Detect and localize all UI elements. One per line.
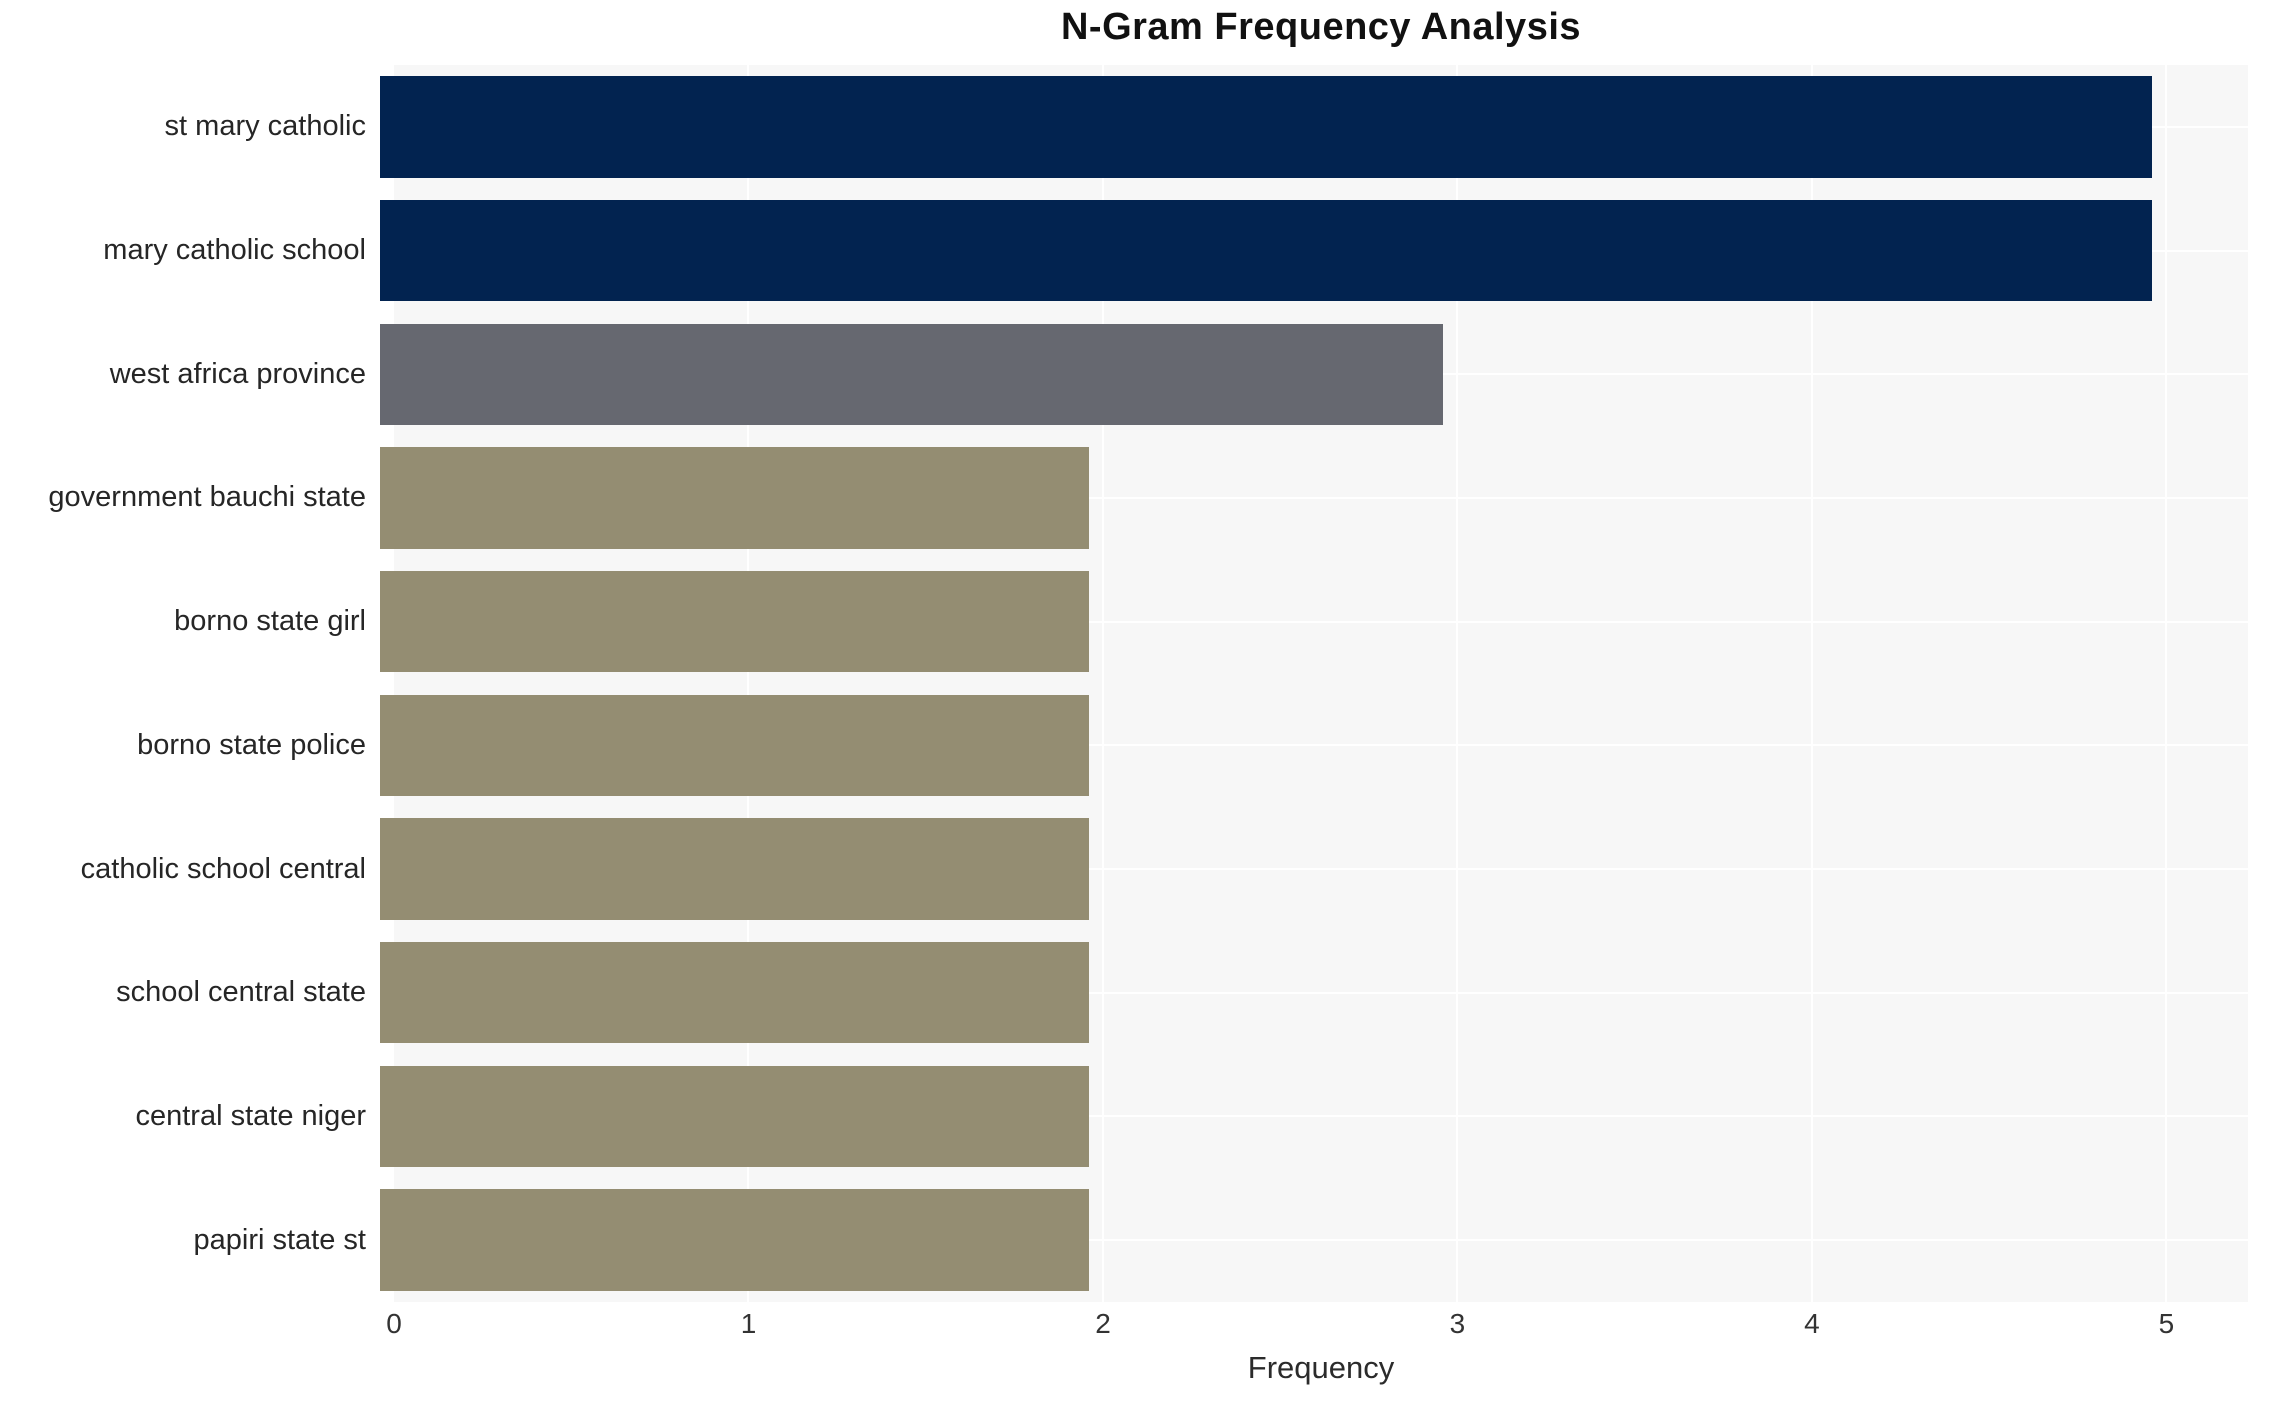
bar-row: mary catholic school <box>0 189 2275 313</box>
horizontal-gridline <box>394 868 2248 871</box>
bar <box>380 1189 1089 1291</box>
horizontal-gridline <box>394 744 2248 747</box>
category-label: st mary catholic <box>164 110 366 143</box>
bar-row: borno state girl <box>0 560 2275 684</box>
bar-row: central state niger <box>0 1055 2275 1179</box>
category-label: government bauchi state <box>48 481 366 514</box>
x-tick-label: 4 <box>1804 1308 1820 1339</box>
bar-row: borno state police <box>0 684 2275 808</box>
vertical-gridline <box>2165 65 2168 1302</box>
horizontal-gridline <box>394 1239 2248 1242</box>
bar-row: papiri state st <box>0 1178 2275 1302</box>
bar-rows: st mary catholic mary catholic school west… <box>0 65 2275 1302</box>
horizontal-gridline <box>394 991 2248 994</box>
category-label: school central state <box>116 976 366 1009</box>
category-label: west africa province <box>109 357 366 390</box>
bar <box>380 1065 1089 1168</box>
category-label: catholic school central <box>80 852 366 885</box>
x-tick-label: 0 <box>386 1308 402 1339</box>
vertical-gridline <box>1456 65 1459 1302</box>
category-label: central state niger <box>135 1099 366 1132</box>
horizontal-gridline <box>394 620 2248 623</box>
bar-track <box>380 931 2234 1055</box>
bar-track <box>380 807 2234 931</box>
bar <box>380 694 1089 797</box>
vertical-gridline <box>1810 65 1813 1302</box>
bar-row: government bauchi state <box>0 436 2275 560</box>
bar <box>380 570 1089 673</box>
bar-track <box>380 65 2234 189</box>
bar <box>380 323 1444 425</box>
x-tick-label: 5 <box>2158 1308 2175 1339</box>
bar-track <box>380 189 2234 313</box>
vertical-gridline <box>747 65 750 1302</box>
chart-title: N-Gram Frequency Analysis <box>1060 6 1582 48</box>
horizontal-gridline <box>394 1115 2248 1118</box>
bar <box>380 818 1089 920</box>
bar-track <box>380 1055 2234 1179</box>
category-label: borno state girl <box>174 605 366 638</box>
category-label: mary catholic school <box>103 234 366 267</box>
category-label: papiri state st <box>193 1223 366 1256</box>
bar-row: west africa province <box>0 312 2275 436</box>
bar-track <box>380 684 2234 808</box>
bar-track <box>380 312 2234 436</box>
horizontal-gridline <box>394 496 2248 499</box>
bar <box>380 76 2153 178</box>
x-tick-label: 2 <box>1095 1308 1111 1339</box>
bar-row: st mary catholic <box>0 65 2275 189</box>
x-axis-ticks: 0 1 2 3 4 5 <box>386 1308 2248 1344</box>
bar-track <box>380 436 2234 560</box>
vertical-gridline <box>1101 65 1104 1302</box>
bar-track <box>380 1178 2234 1302</box>
x-tick-label: 3 <box>1449 1308 1466 1339</box>
x-axis-title: Frequency <box>1247 1350 1395 1385</box>
bar <box>380 199 2153 302</box>
bar-row: school central state <box>0 931 2275 1055</box>
category-label: borno state police <box>137 728 366 761</box>
bar-row: catholic school central <box>0 807 2275 931</box>
bar-track <box>380 560 2234 684</box>
bar <box>380 942 1089 1044</box>
x-tick-label: 1 <box>740 1308 757 1339</box>
bar <box>380 447 1089 549</box>
